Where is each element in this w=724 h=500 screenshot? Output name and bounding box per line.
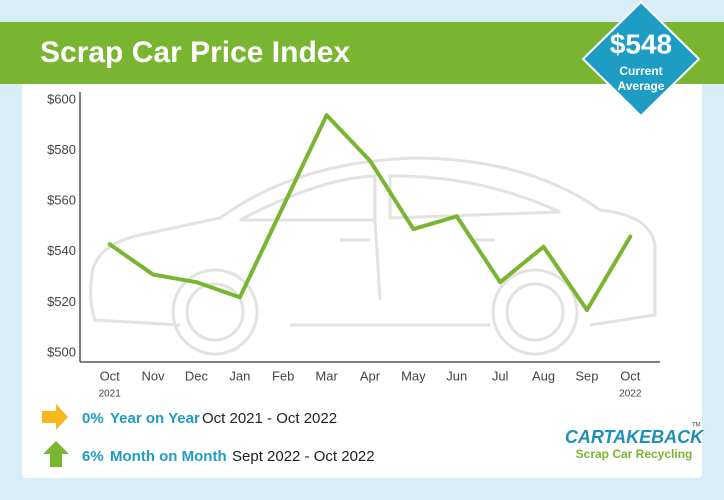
x-tick-label: Oct — [100, 368, 121, 383]
logo-tm: TM — [692, 423, 701, 429]
y-tick-label: $540 — [47, 243, 76, 258]
badge — [581, 0, 701, 118]
x-tick-label: Jul — [492, 368, 509, 383]
logo-tagline: Scrap Car Recycling — [576, 447, 693, 461]
stat-change: 6% — [82, 448, 104, 465]
up-arrow-icon — [43, 441, 69, 467]
x-tick-label: Apr — [360, 368, 381, 383]
y-tick-label: $600 — [47, 91, 76, 106]
x-sublabel: 2021 — [99, 389, 122, 400]
x-tick-label: Jan — [229, 368, 250, 383]
y-tick-label: $500 — [47, 344, 76, 359]
stat-change: 0% — [82, 410, 104, 427]
stat-period: Oct 2021 - Oct 2022 — [202, 410, 337, 427]
x-tick-label: Nov — [142, 368, 166, 383]
x-tick-label: Dec — [185, 368, 209, 383]
logo-name: CARTAKEBACK — [565, 427, 705, 447]
x-tick-label: Mar — [315, 368, 338, 383]
x-tick-label: Jun — [446, 368, 467, 383]
badge-line: Average — [618, 79, 665, 93]
badge-line: Current — [619, 64, 662, 78]
badge-value: $548 — [610, 28, 672, 59]
x-tick-label: May — [401, 368, 426, 383]
y-tick-label: $520 — [47, 294, 76, 309]
stat-label: Year on Year — [110, 410, 200, 427]
flat-arrow-icon — [42, 404, 68, 430]
x-tick-label: Oct — [620, 368, 641, 383]
chart-title: Scrap Car Price Index — [40, 36, 350, 69]
x-tick-label: Sep — [575, 368, 598, 383]
stat-period: Sept 2022 - Oct 2022 — [232, 448, 375, 465]
y-tick-label: $560 — [47, 193, 76, 208]
x-tick-label: Aug — [532, 368, 555, 383]
x-sublabel: 2022 — [619, 389, 642, 400]
price-line — [107, 113, 633, 312]
y-tick-label: $580 — [47, 142, 76, 157]
stat-label: Month on Month — [110, 448, 227, 465]
x-tick-label: Feb — [272, 368, 294, 383]
panel — [22, 22, 702, 478]
